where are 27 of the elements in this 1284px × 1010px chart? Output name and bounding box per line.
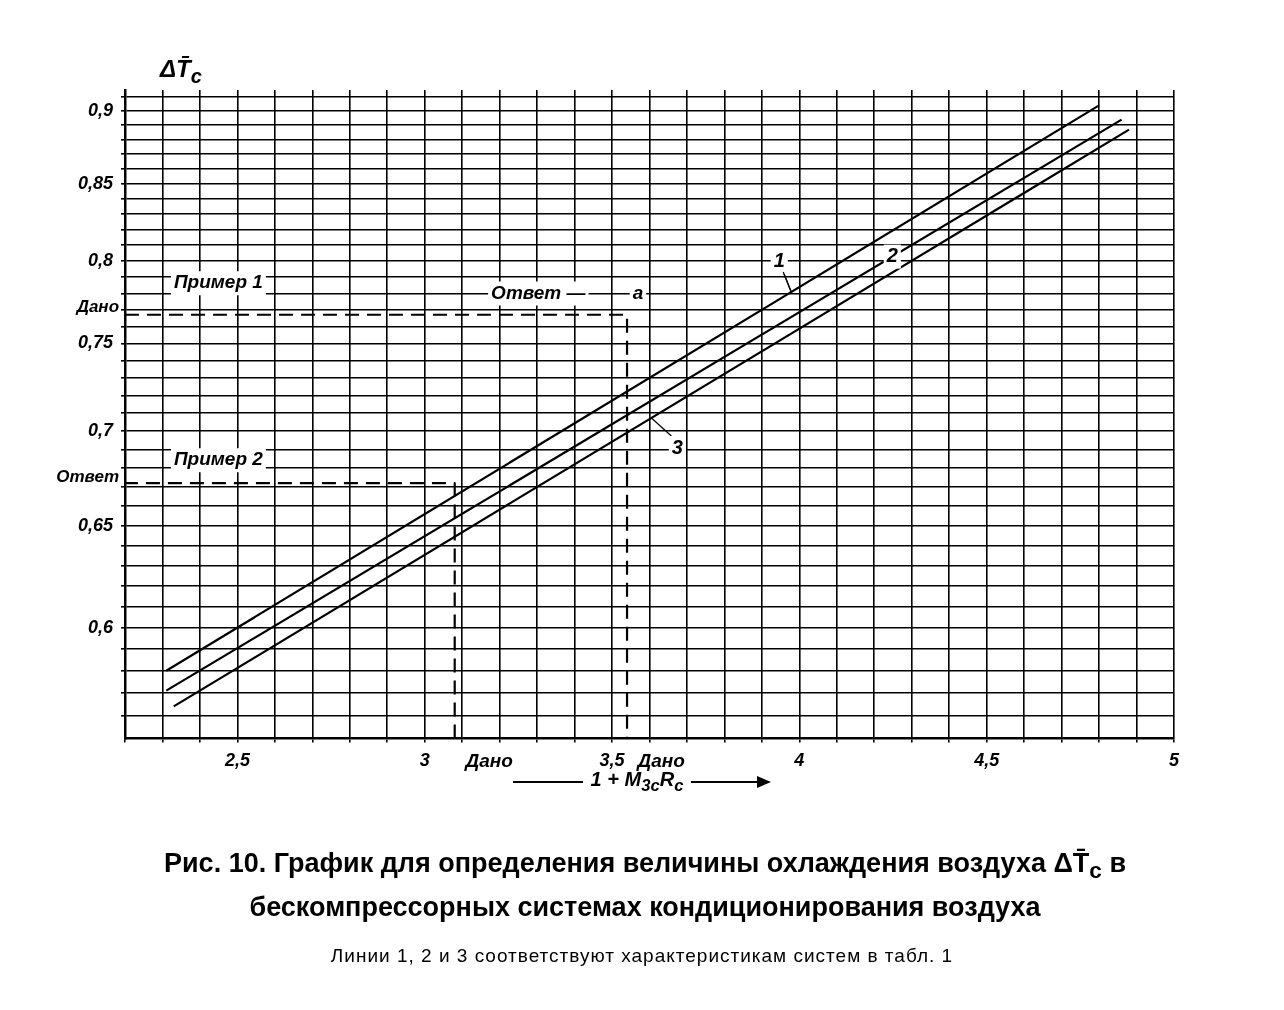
- text: Дано: [635, 750, 685, 772]
- y-axis-title: ΔT̄$_{c}$: [160, 55, 202, 88]
- text: Дано: [463, 750, 513, 772]
- annotation: Пример 2: [173, 448, 264, 470]
- series-label: 1: [773, 249, 785, 272]
- y-tick-label: 0,9: [88, 100, 114, 121]
- x-tick-label: 3: [419, 750, 430, 771]
- y-tick-label: 0,85: [77, 172, 115, 193]
- chart-title: Рис. 10. График для определения величины охлаждения воздуха ΔT̄$_{c}$ в бескомпрессорных системах кондиционирования воздуха: [164, 848, 1126, 923]
- x-tick-label: 4: [793, 750, 805, 771]
- y-tick-label: 0,6: [88, 616, 115, 637]
- series-label: 3: [671, 435, 683, 458]
- y-tick-label: 0,7: [88, 420, 115, 441]
- legend-label: 2: [885, 244, 898, 267]
- text: Ответ: [56, 466, 120, 486]
- x-tick-label: 4,5: [973, 750, 1001, 771]
- annotation: a: [632, 281, 644, 303]
- y-tick-label: 0,8: [88, 250, 114, 271]
- y-tick-label: 0,75: [77, 332, 115, 353]
- x-tick-label: 3,5: [599, 750, 626, 771]
- text: Дано: [74, 296, 120, 316]
- text: Линии 1, 2 и 3 соответствуют характеристикам систем в табл. 1: [329, 945, 955, 967]
- x-tick-label: 2,5: [223, 750, 251, 771]
- annotation: Пример 1: [173, 271, 263, 293]
- y-tick-label: 0,65: [77, 514, 115, 535]
- annotation: Ответ —: [491, 281, 587, 303]
- x-tick-label: 5: [1168, 750, 1180, 771]
